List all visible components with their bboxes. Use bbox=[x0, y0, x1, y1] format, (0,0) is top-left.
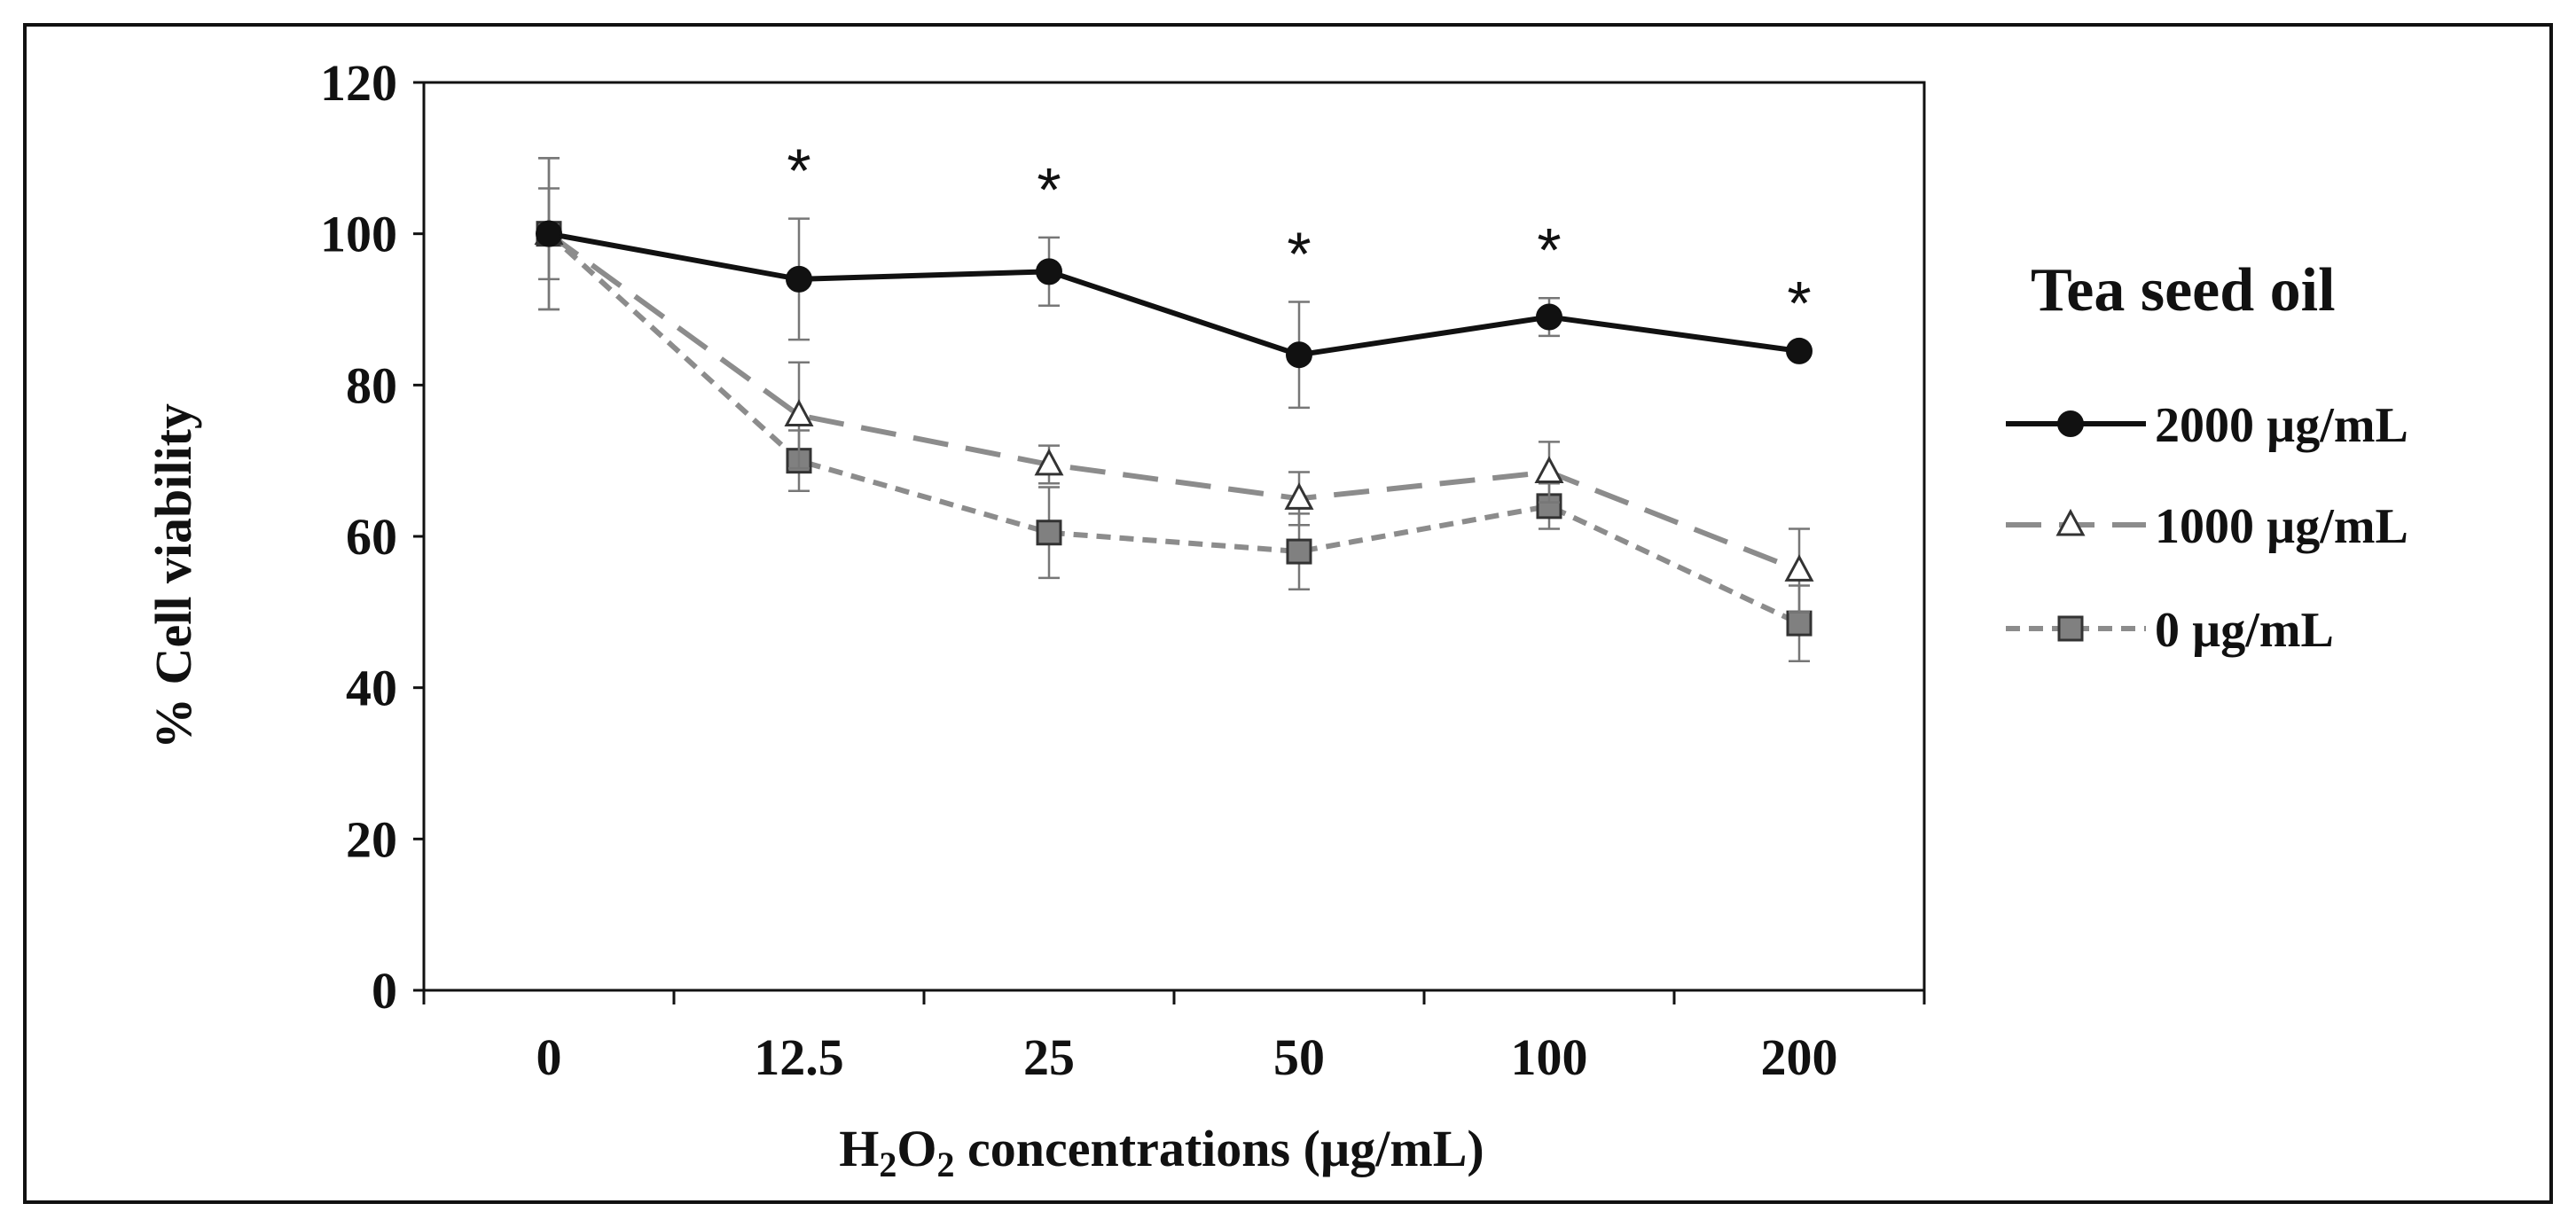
x-tick-label: 12.5 bbox=[754, 1028, 844, 1086]
data-point-2000-g-ml bbox=[1536, 303, 1562, 331]
data-point-1000-g-ml bbox=[1534, 456, 1564, 483]
x-tick-label: 50 bbox=[1273, 1028, 1325, 1086]
y-axis-label: % Cell viability bbox=[145, 403, 202, 749]
y-tick-label: 60 bbox=[346, 508, 397, 566]
data-point-2000-g-ml bbox=[536, 220, 562, 247]
data-point-1000-g-ml bbox=[1784, 554, 1814, 582]
legend-marker-1000-g-ml bbox=[2055, 508, 2086, 536]
significance-marker: * bbox=[1287, 219, 1311, 288]
significance-marker: * bbox=[787, 137, 810, 206]
x-tick-label: 200 bbox=[1761, 1028, 1838, 1086]
data-point-2000-g-ml bbox=[1286, 341, 1312, 369]
data-point-0-g-ml bbox=[1786, 610, 1813, 637]
data-point-0-g-ml bbox=[1286, 538, 1312, 565]
legend-label-2000-g-ml: 2000 µg/mL bbox=[2155, 398, 2408, 453]
legend-marker-0-g-ml bbox=[2057, 615, 2084, 642]
series-line-0-g-ml bbox=[546, 231, 1801, 626]
significance-marker: * bbox=[1537, 215, 1561, 285]
data-point-2000-g-ml bbox=[1036, 258, 1062, 285]
data-point-2000-g-ml bbox=[786, 265, 812, 293]
y-tick-label: 20 bbox=[346, 810, 397, 868]
series-line-2000-g-ml bbox=[548, 231, 1800, 358]
data-point-1000-g-ml bbox=[784, 399, 814, 426]
legend-title: Tea seed oil bbox=[2031, 256, 2336, 324]
x-tick-label: 0 bbox=[536, 1028, 562, 1086]
data-point-1000-g-ml bbox=[1284, 482, 1314, 510]
x-tick-label: 25 bbox=[1023, 1028, 1075, 1086]
significance-marker: * bbox=[1787, 269, 1811, 338]
legend-label-0-g-ml: 0 µg/mL bbox=[2155, 603, 2334, 658]
y-tick-label: 120 bbox=[320, 54, 397, 112]
x-tick-label: 100 bbox=[1511, 1028, 1588, 1086]
x-axis-label: H2O2 concentrations (µg/mL) bbox=[839, 1120, 1484, 1184]
legend-label-1000-g-ml: 1000 µg/mL bbox=[2155, 499, 2408, 554]
y-tick-label: 0 bbox=[372, 962, 397, 1020]
significance-marker: * bbox=[1037, 155, 1061, 224]
data-point-2000-g-ml bbox=[1786, 337, 1813, 364]
legend-marker-2000-g-ml bbox=[2057, 410, 2084, 437]
data-point-1000-g-ml bbox=[1034, 448, 1064, 476]
y-tick-label: 40 bbox=[346, 660, 397, 717]
data-point-0-g-ml bbox=[1036, 520, 1062, 546]
y-tick-label: 100 bbox=[320, 206, 397, 263]
figure-border bbox=[23, 23, 2553, 1204]
y-tick-label: 80 bbox=[346, 356, 397, 414]
